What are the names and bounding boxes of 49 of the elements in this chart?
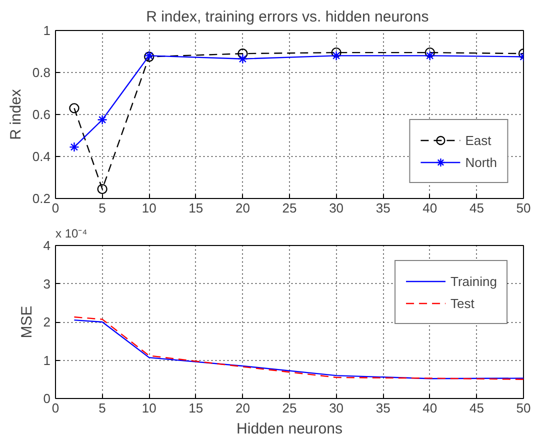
legend-label: North [465,154,497,170]
legend-label: Training [450,274,497,288]
y-tick-label: 0.4 [32,149,51,164]
y-tick-label: 1 [43,23,51,38]
y-tick-label: 3 [43,276,51,292]
y-tick-label: 0.2 [32,191,51,206]
x-tick-label: 40 [422,200,438,216]
y-tick-label: 0 [43,391,51,406]
point [97,114,108,125]
x-tick-label: 10 [142,400,156,416]
x-tick-label: 50 [516,200,531,216]
y-tick-label: 0.6 [32,107,51,122]
x-tick-label: 20 [235,200,250,216]
x-tick-label: 15 [188,200,204,216]
y-tick-label: 0.8 [32,65,51,80]
legend-label: Test [450,296,474,310]
point [424,47,435,58]
x-tick-label: 5 [98,400,106,416]
point [238,54,248,64]
y-axis-title: R index [7,88,24,140]
point [331,47,342,58]
x-tick-label: 40 [422,400,438,416]
y-axis-title: MSE [18,306,36,338]
x-tick-label: 5 [98,200,106,216]
point [69,142,80,152]
y-tick-label: 2 [43,314,51,330]
point [97,184,108,194]
legend-label: East [465,132,492,148]
x-tick-label: 10 [142,200,156,216]
x-axis-title: Hidden neurons [236,420,342,438]
x-tick-label: 15 [188,400,204,416]
point [238,48,248,59]
point [69,103,80,114]
y-tick-label: 1 [43,352,51,368]
x-tick-label: 25 [282,400,297,416]
x-tick-label: 30 [329,400,344,416]
chart-title: R index, training errors vs. hidden neurons [146,8,429,26]
x-tick-label: 50 [516,400,531,416]
x-tick-label: 25 [282,200,297,216]
point [331,50,342,61]
x-tick-label: 30 [329,200,344,216]
x-tick-label: 45 [469,400,484,416]
x-tick-label: 45 [469,200,484,216]
x-tick-label: 35 [376,400,390,416]
point [424,50,435,61]
text: x 10⁻⁴ [56,226,88,240]
x-tick-label: 35 [376,200,390,216]
y-tick-label: 4 [43,238,51,253]
x-tick-label: 20 [235,400,250,416]
